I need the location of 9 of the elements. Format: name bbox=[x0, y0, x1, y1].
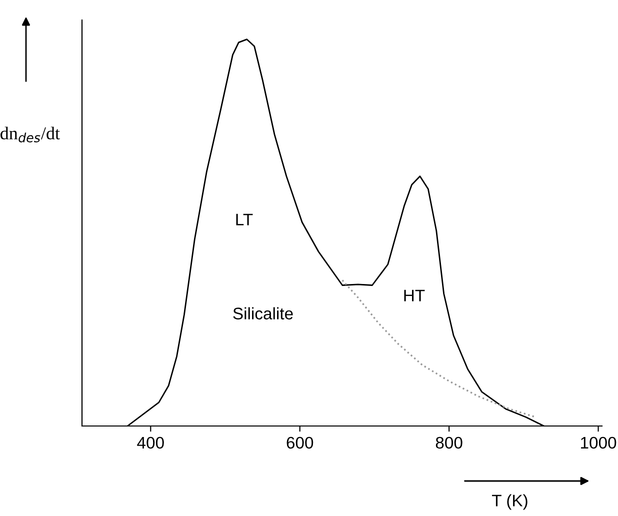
x-tick-label: 400 bbox=[137, 436, 164, 449]
x-axis-title: T (K) bbox=[492, 494, 528, 510]
x-tick-label: 1000 bbox=[581, 436, 616, 449]
annotation: Silicalite bbox=[233, 307, 293, 320]
x-tick-label: 800 bbox=[436, 436, 462, 449]
x-tick-label: 600 bbox=[286, 436, 314, 449]
y-axis-title: dn$_{des}$/dt bbox=[0, 126, 60, 142]
annotation: LT bbox=[236, 214, 253, 226]
annotation: HT bbox=[404, 290, 425, 302]
